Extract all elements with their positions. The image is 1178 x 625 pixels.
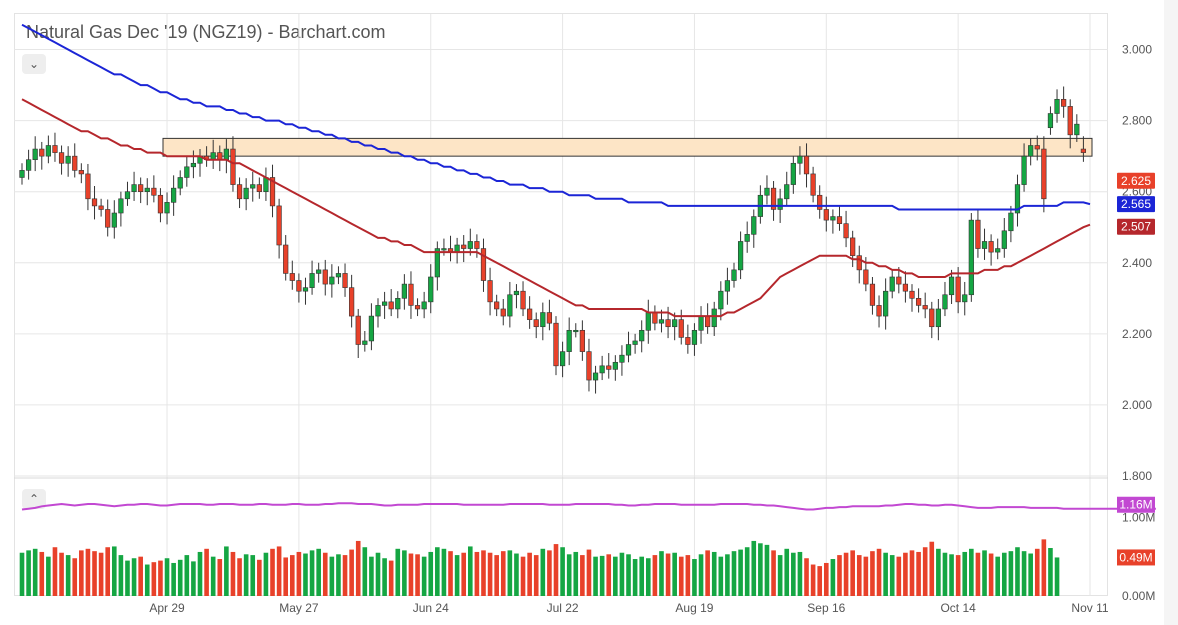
price-label: 2.507 — [1121, 220, 1151, 234]
price-label: 2.625 — [1121, 174, 1151, 188]
chevron-up-icon[interactable]: ⌃ — [22, 489, 46, 509]
last-volume-label-bg — [1117, 549, 1155, 566]
volume-average-label: 1.16M — [1119, 498, 1152, 512]
y-tick-label: 2.200 — [1122, 327, 1152, 341]
y-tick-label: 2.800 — [1122, 114, 1152, 128]
y-tick-label: 2.600 — [1122, 185, 1152, 199]
volume-tick-label: 0.00M — [1122, 589, 1155, 603]
chevron-down-icon[interactable]: ⌄ — [22, 54, 46, 74]
x-tick-label: Sep 16 — [807, 601, 845, 615]
chart-frame — [14, 13, 1108, 596]
x-tick-label: Aug 19 — [675, 601, 713, 615]
x-axis-labels: Apr 29 May 27 Jun 24 Jul 22 Aug 19 Sep 16 Oct … — [149, 601, 1109, 615]
chart-title: Natural Gas Dec '19 (NGZ19) - Barchart.c… — [26, 22, 386, 42]
x-tick-label: Nov 11 — [1071, 601, 1108, 615]
y-tick-label: 1.800 — [1122, 469, 1152, 483]
price-label-bg — [1117, 172, 1155, 189]
scrollbar[interactable] — [1164, 0, 1178, 625]
y-tick-label: 3.000 — [1122, 43, 1152, 57]
price-labels: 2.625 2.565 2.507 — [1117, 172, 1155, 235]
x-tick-label: Apr 29 — [149, 601, 185, 615]
price-label: 2.565 — [1121, 197, 1151, 211]
x-tick-label: Jun 24 — [413, 601, 449, 615]
price-label-bg — [1117, 218, 1155, 235]
x-tick-label: Jul 22 — [547, 601, 579, 615]
y-tick-label: 2.000 — [1122, 398, 1152, 412]
volume-average-label-bg — [1117, 496, 1155, 513]
volume-tick-label: 1.00M — [1122, 510, 1155, 524]
y-tick-label: 2.400 — [1122, 256, 1152, 270]
volume-axis-labels: 1.00M 0.00M 1.16M 0.49M — [1117, 496, 1155, 603]
last-volume-label: 0.49M — [1119, 550, 1152, 564]
price-label-bg — [1117, 196, 1155, 213]
x-tick-label: May 27 — [279, 601, 319, 615]
y-axis-labels: 3.000 2.800 2.600 2.400 2.200 2.000 1.800 — [1122, 43, 1152, 483]
x-tick-label: Oct 14 — [940, 601, 976, 615]
